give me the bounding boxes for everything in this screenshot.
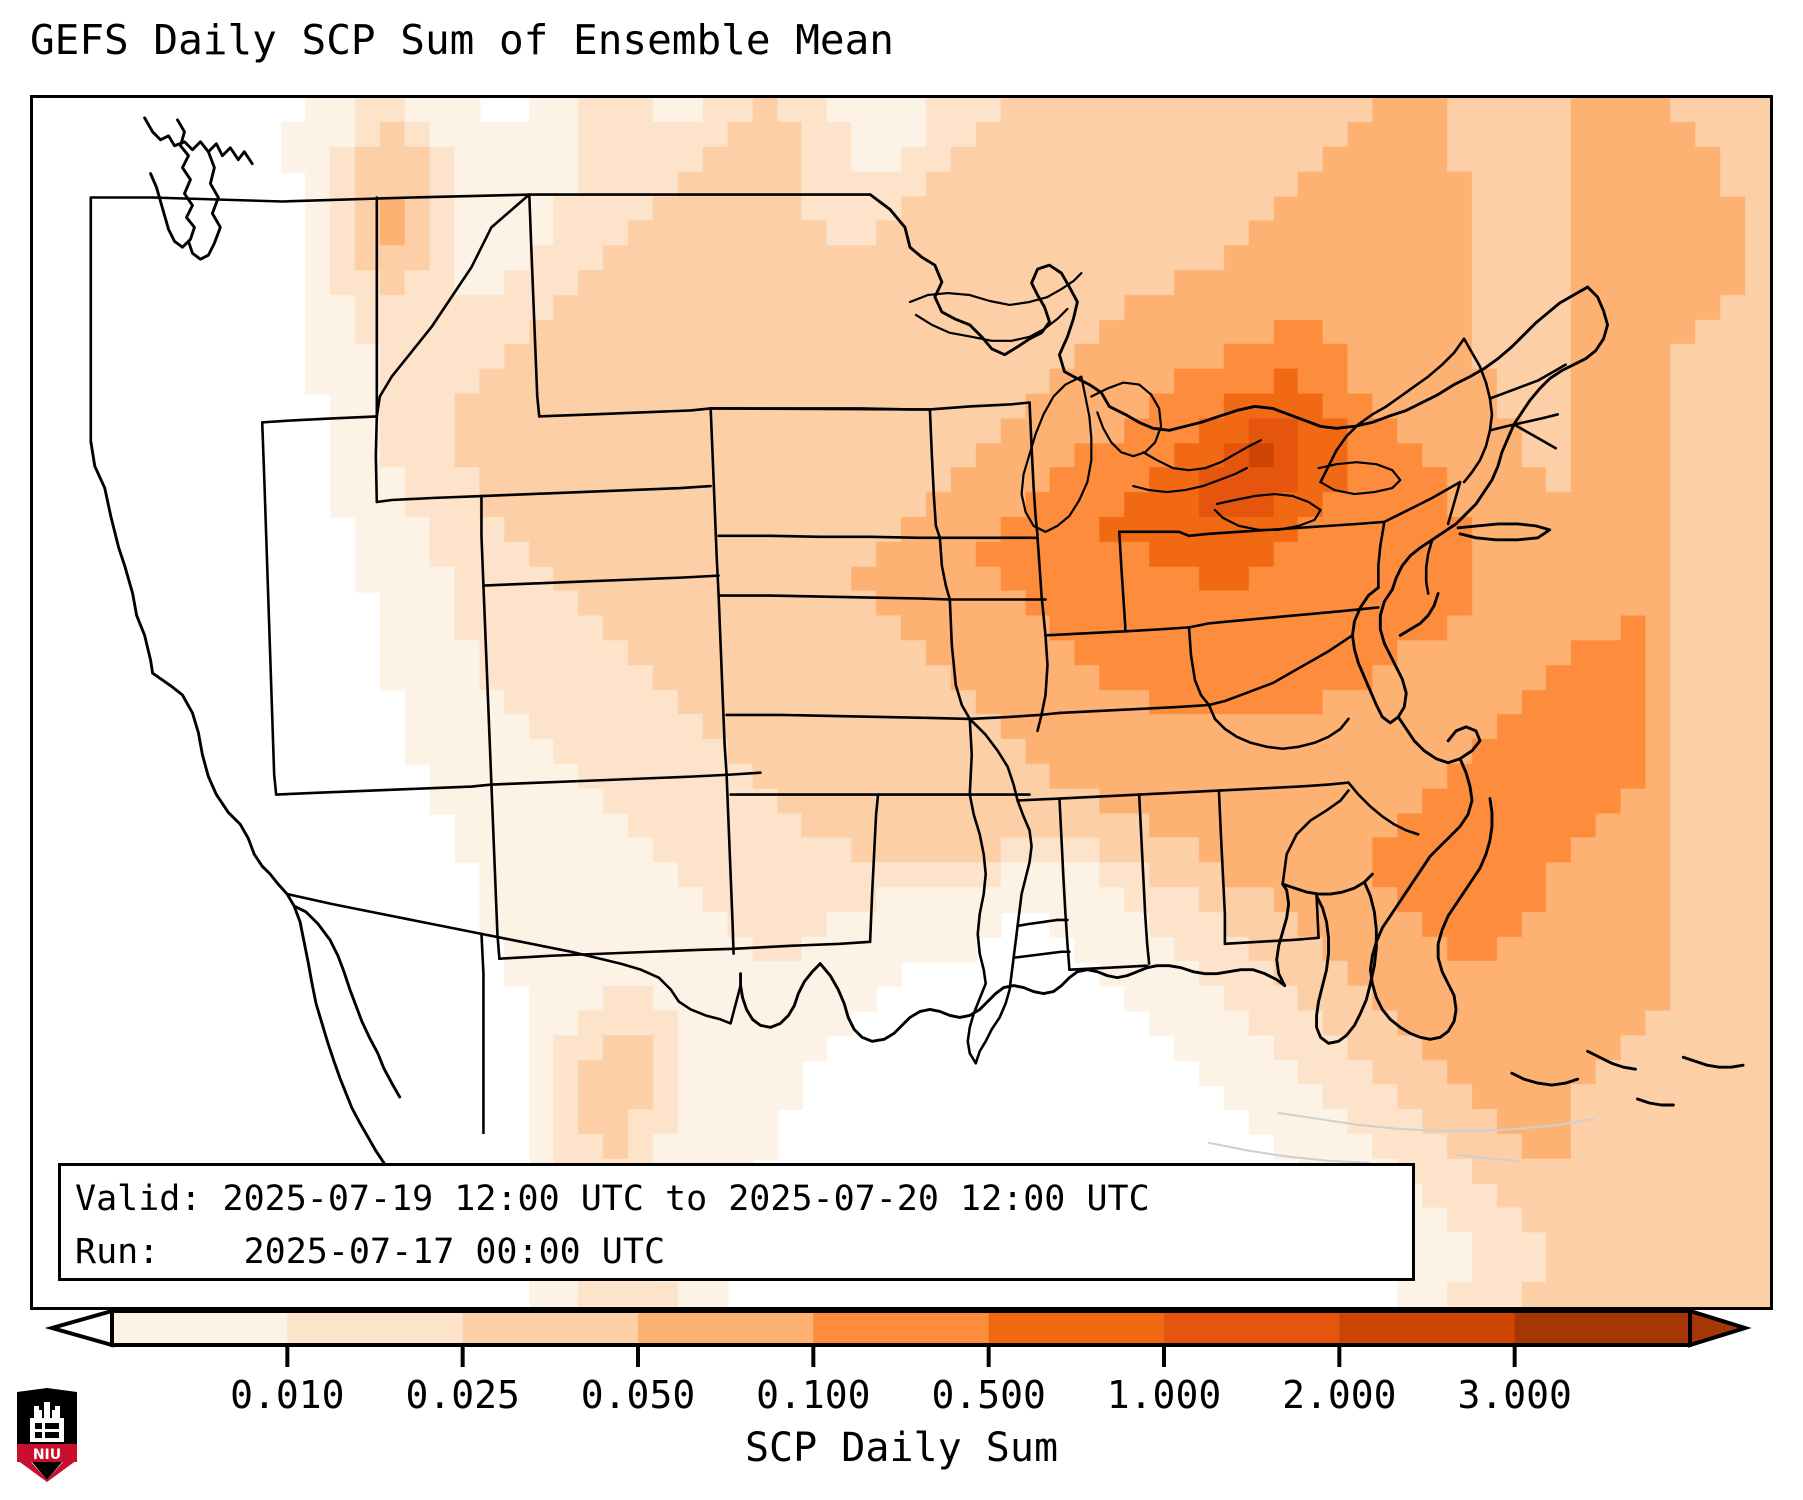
colorbar-outline	[110, 1309, 1692, 1347]
niu-logo: NIU	[17, 1388, 77, 1482]
colorbar-segment	[1164, 1311, 1340, 1345]
colorbar-tick-label: 2.000	[1282, 1373, 1397, 1417]
colorbar: 0.010 0.025 0.050 0.100 0.500 1.000 2.000 3.000	[0, 1307, 1803, 1417]
colorbar-tick-label: 1.000	[1106, 1373, 1222, 1417]
colorbar-tick-label: 0.500	[931, 1373, 1046, 1417]
scp-heatmap-grid	[33, 98, 1770, 1307]
colorbar-segment	[462, 1311, 639, 1345]
colorbar-tick-label: 0.025	[405, 1373, 520, 1417]
colorbar-graphic	[44, 1308, 1752, 1367]
page-title: GEFS Daily SCP Sum of Ensemble Mean	[30, 16, 894, 64]
colorbar-segment	[1514, 1311, 1691, 1345]
colorbar-segment	[112, 1311, 288, 1345]
niu-logo-text: NIU	[33, 1447, 61, 1463]
colorbar-segment	[813, 1311, 990, 1345]
colorbar-extend-min	[44, 1308, 114, 1348]
colorbar-segment	[638, 1311, 814, 1345]
colorbar-segment	[1339, 1311, 1516, 1345]
colorbar-tick-label: 0.100	[756, 1373, 871, 1417]
colorbar-extend-max	[1688, 1308, 1752, 1348]
colorbar-tick-label: 3.000	[1457, 1373, 1572, 1417]
geography-overlay	[89, 116, 1745, 1250]
colorbar-axis-label: SCP Daily Sum	[744, 1425, 1059, 1471]
colorbar-segment	[988, 1311, 1165, 1345]
run-time-line: Run: 2025-07-17 00:00 UTC	[75, 1232, 666, 1272]
colorbar-tick-label: 0.010	[230, 1373, 345, 1417]
map-panel	[30, 95, 1773, 1310]
colorbar-segment	[287, 1311, 464, 1345]
colorbar-tick-label: 0.050	[580, 1373, 696, 1417]
forecast-info-box: Valid: 2025-07-19 12:00 UTC to 2025-07-2…	[58, 1163, 1415, 1281]
valid-time-line: Valid: 2025-07-19 12:00 UTC to 2025-07-2…	[75, 1179, 1150, 1219]
